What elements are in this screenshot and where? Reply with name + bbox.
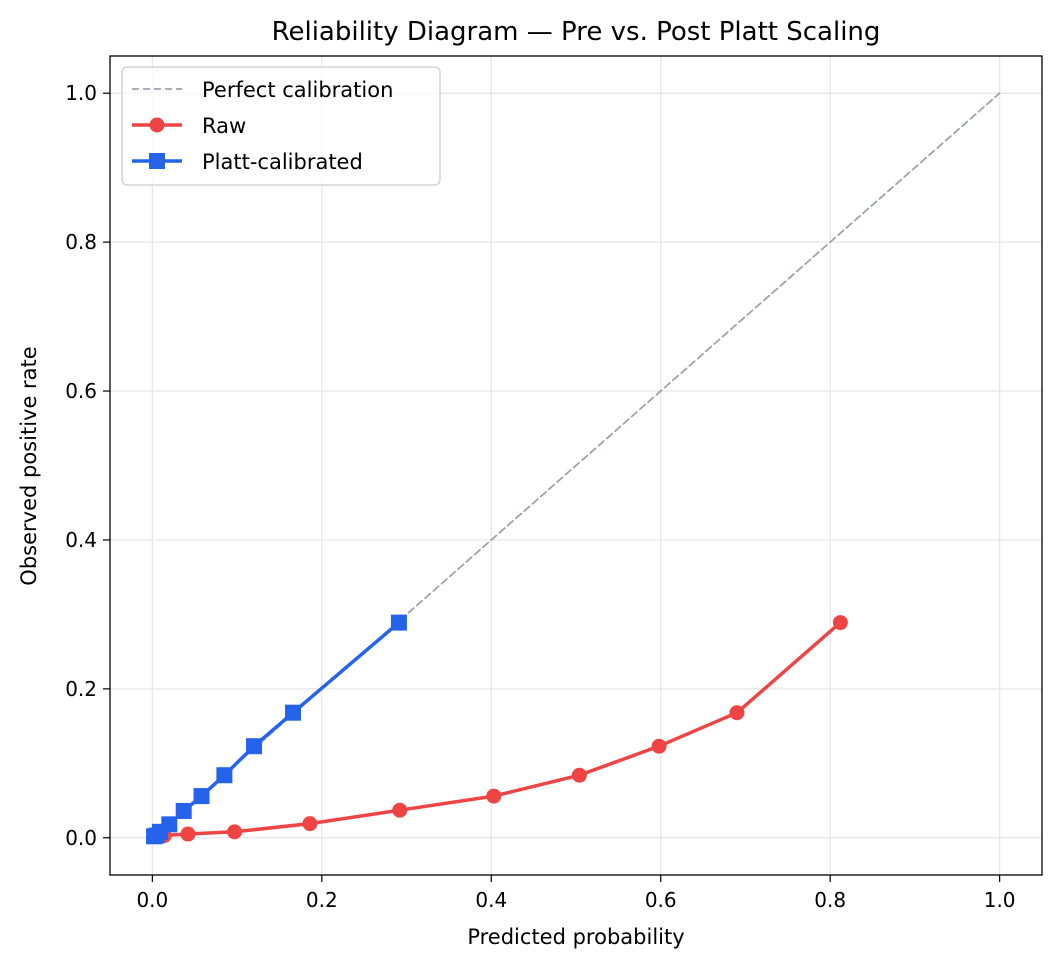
data-point-platt-calibrated: [246, 738, 263, 755]
data-point-platt-calibrated: [216, 767, 233, 784]
data-point-raw: [571, 767, 587, 783]
x-tick-label: 0.4: [475, 888, 507, 912]
ticks: 0.0 0.2 0.4 0.6 0.8 1.0 0.0 0.2 0.4 0.6 0.8 1.0: [65, 81, 1015, 912]
data-point-platt-calibrated: [193, 788, 210, 805]
data-point-raw: [486, 788, 502, 804]
series-layer: [146, 92, 1001, 845]
grid: [110, 56, 1042, 875]
data-point-platt-calibrated: [285, 704, 302, 721]
data-point-platt-calibrated: [175, 802, 192, 819]
chart-title: Reliability Diagram — Pre vs. Post Platt…: [272, 17, 881, 47]
legend-label-raw: Raw: [202, 114, 246, 138]
legend-label-platt-calibrated: Platt-calibrated: [202, 150, 363, 174]
data-point-raw: [392, 802, 408, 818]
legend: Perfect calibration Raw Platt-calibrated: [121, 66, 441, 186]
legend-marker-platt-calibrated: [149, 153, 165, 169]
y-tick-label: 0.6: [65, 379, 97, 403]
data-point-raw: [302, 816, 318, 832]
series-platt-calibrated: [146, 614, 407, 845]
x-tick-label: 0.0: [136, 888, 168, 912]
plot-area-frame: [109, 55, 1043, 876]
x-tick-label: 0.8: [814, 888, 846, 912]
data-point-platt-calibrated: [161, 816, 178, 833]
x-axis-label: Predicted probability: [467, 925, 684, 949]
data-point-raw: [227, 824, 243, 840]
x-tick-label: 1.0: [984, 888, 1016, 912]
y-tick-label: 0.8: [65, 230, 97, 254]
data-point-platt-calibrated: [390, 614, 407, 631]
data-point-raw: [832, 615, 848, 631]
x-tick-label: 0.2: [306, 888, 338, 912]
legend-entries: Perfect calibration Raw Platt-calibrated: [132, 78, 393, 174]
legend-label-perfect-calibration: Perfect calibration: [202, 78, 393, 102]
data-point-raw: [651, 738, 667, 754]
y-axis-label: Observed positive rate: [17, 346, 41, 585]
legend-marker-raw: [149, 117, 165, 133]
y-tick-label: 0.4: [65, 528, 97, 552]
x-tick-label: 0.6: [645, 888, 677, 912]
data-point-raw: [180, 826, 196, 842]
y-tick-label: 0.0: [65, 826, 97, 850]
legend-box: [121, 66, 441, 186]
y-tick-label: 0.2: [65, 677, 97, 701]
y-tick-label: 1.0: [65, 81, 97, 105]
data-point-raw: [729, 705, 745, 721]
